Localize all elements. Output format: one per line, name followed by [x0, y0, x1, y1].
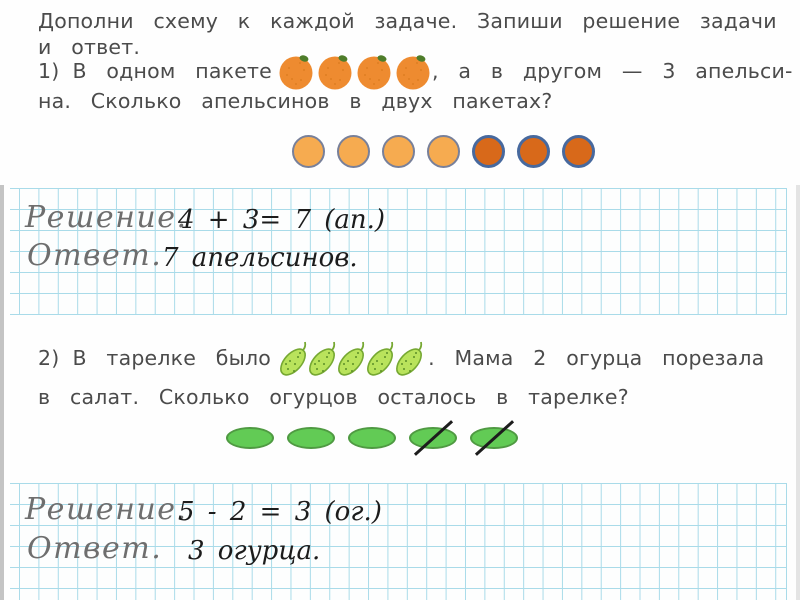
oval-shape — [287, 427, 335, 449]
task2-text-after: . Мама 2 огурца порезала — [428, 346, 765, 370]
task2-line1: 2) В тарелке было . Мама 2 огурца пореза… — [38, 336, 764, 380]
task2-line2: в салат. Сколько огурцов осталось в таре… — [38, 385, 629, 409]
circle-counter-dark — [517, 135, 550, 168]
oval-counter — [348, 427, 396, 449]
answer-text-2: 3 огурца. — [188, 536, 321, 566]
solution-section-2: Решение. 5 - 2 = 3 (ог.) Ответ. 3 огурца… — [10, 483, 787, 600]
orange-icon — [396, 55, 430, 90]
circle-counter-light — [292, 135, 325, 168]
orange-icon — [318, 55, 352, 90]
instruction: Дополни схему к каждой задаче. Запиши ре… — [38, 8, 777, 60]
orange-icon — [279, 55, 313, 90]
orange-icons-group — [277, 51, 432, 91]
task1-scheme-row — [292, 135, 595, 168]
instruction-line2: и ответ. — [38, 35, 141, 59]
task2-text-before: В тарелке было — [72, 346, 272, 370]
answer-text-1: 7 апельсинов. — [162, 243, 358, 273]
cucumber-icon — [338, 341, 365, 376]
solution-text-1: 4 + 3= 7 (ап.) — [178, 205, 386, 235]
cucumber-icon — [280, 341, 307, 376]
circle-counter-light — [427, 135, 460, 168]
instruction-line1: Дополни схему к каждой задаче. Запиши ре… — [38, 9, 777, 33]
solution-label-2: Решение. — [25, 492, 188, 527]
solution-label-1: Решение. — [25, 200, 188, 235]
solution-text-2: 5 - 2 = 3 (ог.) — [178, 497, 382, 527]
circle-counter-dark — [472, 135, 505, 168]
task1-line1: 1) В одном пакете , а в другом — 3 апель… — [38, 50, 793, 92]
cucumber-icon — [367, 341, 394, 376]
oval-counter — [226, 427, 274, 449]
orange-icon — [357, 55, 391, 90]
oval-counter — [287, 427, 335, 449]
oval-shape — [348, 427, 396, 449]
cucumber-icon — [396, 341, 423, 376]
oval-counter — [409, 420, 457, 456]
circle-counter-light — [337, 135, 370, 168]
task1-number: 1) — [38, 59, 60, 83]
page-edge-left — [0, 185, 4, 600]
cucumber-icons-group — [276, 336, 428, 380]
task1-line2: на. Сколько апельсинов в двух пакетах? — [38, 89, 553, 113]
solution-section-1: Решение. 4 + 3= 7 (ап.) Ответ. 7 апельси… — [10, 188, 787, 315]
task1-text-after: , а в другом — 3 апельси- — [432, 59, 793, 83]
answer-label-1: Ответ. — [27, 238, 163, 273]
task2-number: 2) — [38, 346, 60, 370]
oval-shape — [226, 427, 274, 449]
answer-label-2: Ответ. — [27, 531, 163, 566]
task1-text-before: В одном пакете — [72, 59, 272, 83]
oval-counter — [470, 420, 518, 456]
cucumber-icon — [309, 341, 336, 376]
circle-counter-light — [382, 135, 415, 168]
page-edge-right — [796, 185, 800, 600]
task2-scheme-row — [226, 420, 518, 456]
circle-counter-dark — [562, 135, 595, 168]
